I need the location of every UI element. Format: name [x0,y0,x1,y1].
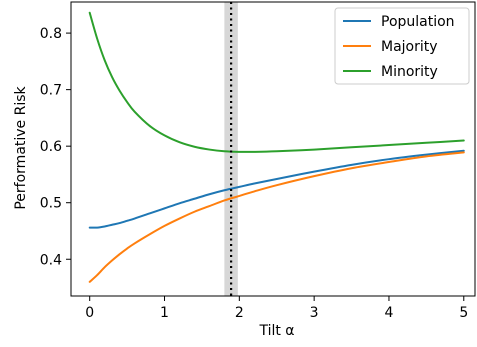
x-axis-label: Tilt α [258,323,294,339]
series-lines-layer [88,11,465,283]
x-tick-label: 1 [160,305,169,321]
axes-frame [70,1,476,297]
y-tick-label: 0.7 [40,83,62,99]
shaded-vband [224,2,238,296]
axes-layer: 0 1 2 3 4 5 0.4 0.5 0.6 0.7 0.8 [40,1,476,321]
x-tick-label: 2 [235,305,244,321]
legend: Population Majority Minority [334,7,470,85]
vband-layer [224,2,238,296]
y-tick-label: 0.4 [40,252,62,268]
x-tick-label: 0 [85,305,94,321]
series-line-minority [88,11,465,153]
legend-box [334,7,470,85]
y-axis-label: Performative Risk [13,85,29,209]
y-tick-label: 0.8 [40,26,62,42]
x-tick-label: 4 [385,305,394,321]
y-tick-label: 0.5 [40,196,62,212]
legend-label-majority: Majority [381,39,438,55]
legend-label-minority: Minority [381,64,438,80]
legend-label-population: Population [381,14,455,30]
y-tick-label: 0.6 [40,139,62,155]
x-tick-label: 5 [459,305,468,321]
x-tick-label: 3 [310,305,319,321]
series-line-population [88,149,465,229]
series-line-majority [88,151,465,283]
